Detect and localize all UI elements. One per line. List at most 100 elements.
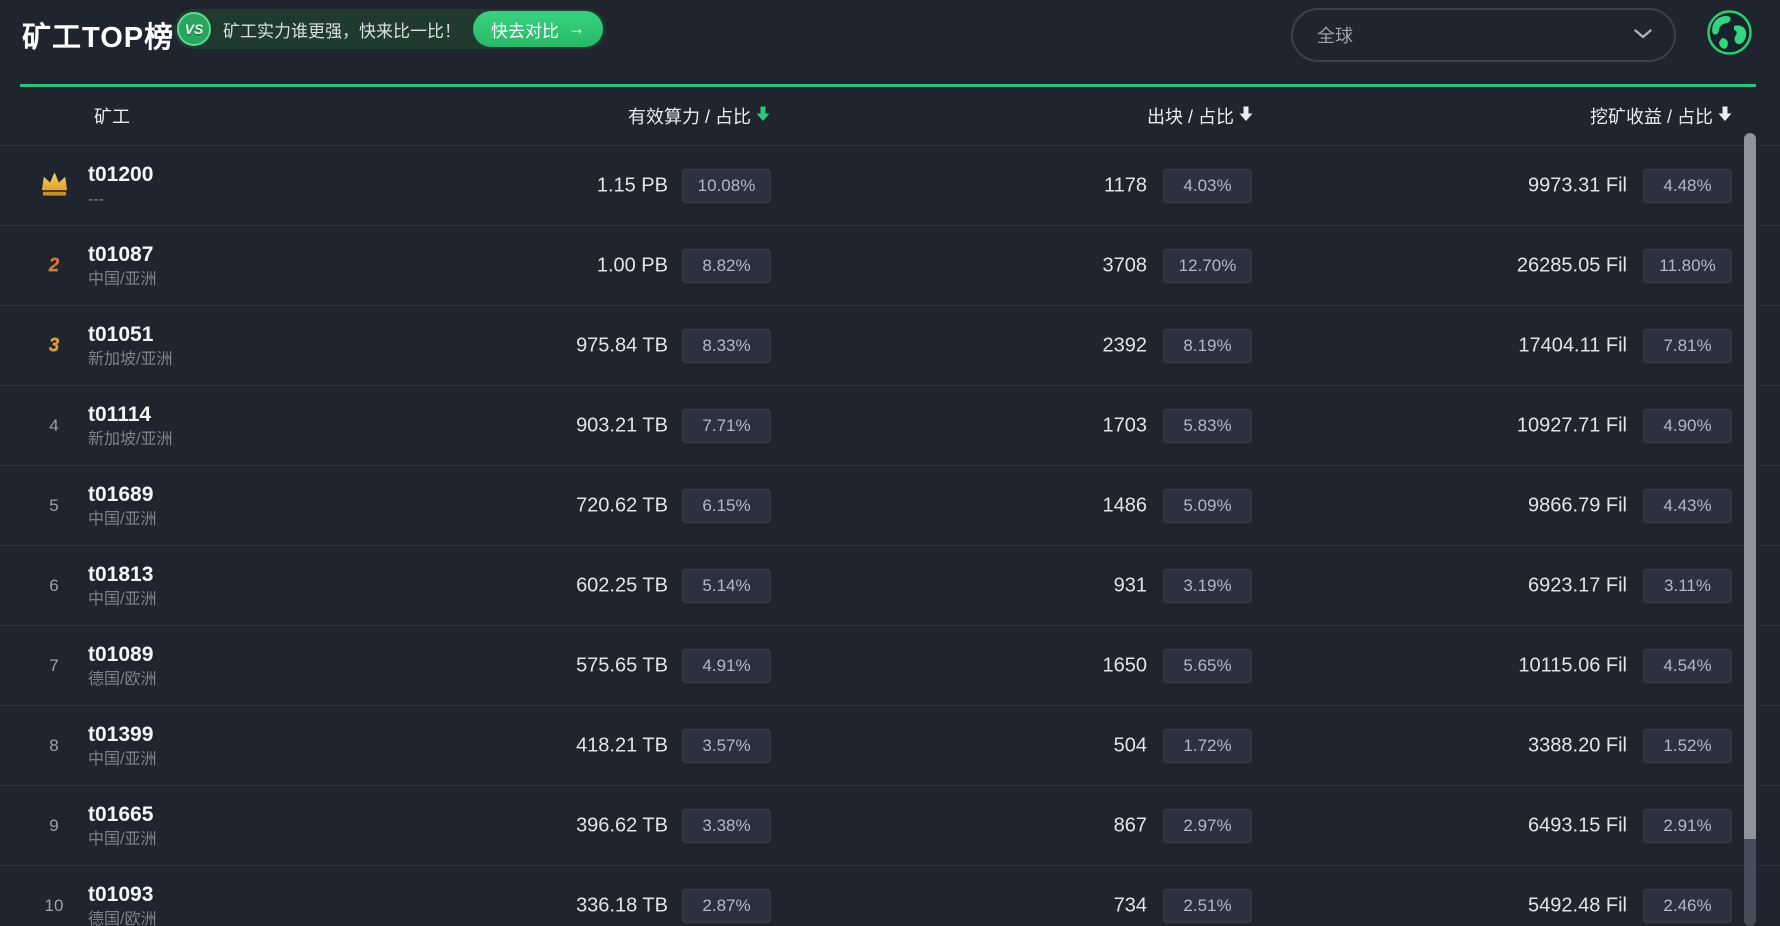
miner-id[interactable]: t01089 xyxy=(88,642,154,666)
power-share-badge: 8.82% xyxy=(682,248,771,283)
power-share-badge: 6.15% xyxy=(682,488,771,523)
power-share-badge: 10.08% xyxy=(682,168,771,203)
rank-cell: 2 xyxy=(34,255,74,277)
rank-cell: 6 xyxy=(34,576,74,596)
miner-cell: t01665 中国/亚洲 xyxy=(88,803,156,849)
column-header-miner-label: 矿工 xyxy=(94,107,130,127)
column-header-blocks[interactable]: 出块 / 占比 xyxy=(1147,103,1253,129)
table-row[interactable]: 7 t01089 德国/欧洲 575.65 TB 4.91% 1650 5.65… xyxy=(0,625,1780,705)
table-header: 矿工 有效算力 / 占比 出块 / 占比 挖矿收益 / 占比 xyxy=(0,87,1780,145)
go-compare-button[interactable]: 快去对比 → xyxy=(473,11,603,47)
miner-id[interactable]: t01399 xyxy=(88,722,154,746)
blocks-share-badge: 2.51% xyxy=(1163,888,1252,923)
table-row[interactable]: 5 t01689 中国/亚洲 720.62 TB 6.15% 1486 5.09… xyxy=(0,465,1780,545)
miner-cell: t01200 --- xyxy=(88,163,153,209)
table-row[interactable]: 1 t01200 --- 1.15 PB 10.08% 1178 4.03% 9… xyxy=(0,145,1780,225)
chevron-down-icon xyxy=(1634,26,1652,44)
power-value: 1.00 PB xyxy=(596,254,668,276)
miner-location: 中国/亚洲 xyxy=(88,830,157,848)
rank-cell: 5 xyxy=(34,496,74,516)
blocks-share-badge: 3.19% xyxy=(1163,568,1252,603)
column-header-miner: 矿工 xyxy=(94,103,130,129)
page-title: 矿工TOP榜 xyxy=(22,22,175,54)
reward-value: 10927.71 Fil xyxy=(1516,414,1627,436)
miner-location: 德国/欧洲 xyxy=(88,910,157,926)
compare-promo-banner: VS 矿工实力谁更强，快来比一比！ 快去对比 → xyxy=(174,9,606,49)
crown-icon xyxy=(39,169,70,202)
power-share-badge: 2.87% xyxy=(682,888,771,923)
miner-id[interactable]: t01689 xyxy=(88,482,154,506)
column-header-power-label: 有效算力 / 占比 xyxy=(627,107,751,127)
rank-number: 8 xyxy=(49,735,59,755)
reward-share-badge: 7.81% xyxy=(1643,328,1732,363)
miner-id[interactable]: t01093 xyxy=(88,882,154,906)
power-share-badge: 5.14% xyxy=(682,568,771,603)
reward-share-badge: 3.11% xyxy=(1643,568,1732,603)
blocks-value: 504 xyxy=(1113,734,1147,756)
reward-share-badge: 1.52% xyxy=(1643,728,1732,763)
column-header-reward[interactable]: 挖矿收益 / 占比 xyxy=(1590,103,1732,129)
table-row[interactable]: 8 t01399 中国/亚洲 418.21 TB 3.57% 504 1.72%… xyxy=(0,705,1780,785)
vs-icon: VS xyxy=(177,12,211,46)
miner-id[interactable]: t01200 xyxy=(88,162,154,186)
rank-number: 2 xyxy=(48,254,60,276)
rank-number: 6 xyxy=(49,575,59,595)
miner-cell: t01089 德国/欧洲 xyxy=(88,643,156,689)
miner-id[interactable]: t01665 xyxy=(88,802,154,826)
globe-icon[interactable] xyxy=(1707,10,1752,55)
blocks-value: 1650 xyxy=(1102,654,1148,676)
miner-id[interactable]: t01813 xyxy=(88,562,154,586)
blocks-value: 2392 xyxy=(1102,334,1148,356)
table-row[interactable]: 4 t01114 新加坡/亚洲 903.21 TB 7.71% 1703 5.8… xyxy=(0,385,1780,465)
miner-location: 中国/亚洲 xyxy=(88,590,157,608)
rank-number: 7 xyxy=(49,655,59,675)
blocks-share-badge: 8.19% xyxy=(1163,328,1252,363)
miner-cell: t01093 德国/欧洲 xyxy=(88,883,156,926)
blocks-value: 1486 xyxy=(1102,494,1148,516)
blocks-share-badge: 1.72% xyxy=(1163,728,1252,763)
power-value: 418.21 TB xyxy=(576,734,668,756)
region-select[interactable]: 全球 xyxy=(1291,8,1676,62)
miner-location: 中国/亚洲 xyxy=(88,750,157,768)
reward-share-badge: 11.80% xyxy=(1643,248,1732,283)
miner-location: --- xyxy=(88,190,104,208)
blocks-value: 3708 xyxy=(1102,254,1148,276)
sort-arrow-down-icon xyxy=(756,106,770,127)
table-row[interactable]: 9 t01665 中国/亚洲 396.62 TB 3.38% 867 2.97%… xyxy=(0,785,1780,865)
column-header-power[interactable]: 有效算力 / 占比 xyxy=(628,103,770,129)
reward-value: 5492.48 Fil xyxy=(1528,894,1627,916)
table-row[interactable]: 10 t01093 德国/欧洲 336.18 TB 2.87% 734 2.51… xyxy=(0,865,1780,926)
rank-cell: 10 xyxy=(34,896,74,916)
miner-id[interactable]: t01051 xyxy=(88,322,154,346)
accent-divider xyxy=(20,84,1756,87)
miner-id[interactable]: t01087 xyxy=(88,242,154,266)
power-share-badge: 4.91% xyxy=(682,648,771,683)
rank-cell: 8 xyxy=(34,736,74,756)
power-value: 396.62 TB xyxy=(576,814,668,836)
arrow-right-icon: → xyxy=(568,19,585,38)
miner-location: 中国/亚洲 xyxy=(88,270,157,288)
miner-location: 中国/亚洲 xyxy=(88,510,157,528)
blocks-value: 931 xyxy=(1113,574,1147,596)
promo-message: 矿工实力谁更强，快来比一比！ xyxy=(223,21,461,41)
scrollbar-thumb[interactable] xyxy=(1744,133,1756,845)
blocks-share-badge: 4.03% xyxy=(1163,168,1252,203)
table-row[interactable]: 6 t01813 中国/亚洲 602.25 TB 5.14% 931 3.19%… xyxy=(0,545,1780,625)
miner-location: 新加坡/亚洲 xyxy=(88,430,173,448)
power-value: 720.62 TB xyxy=(576,494,668,516)
rank-number: 4 xyxy=(49,415,59,435)
sort-arrow-down-icon xyxy=(1718,106,1732,127)
miner-id[interactable]: t01114 xyxy=(88,402,152,426)
miner-location: 新加坡/亚洲 xyxy=(88,350,173,368)
rank-cell: 1 xyxy=(34,169,74,202)
power-share-badge: 3.57% xyxy=(682,728,771,763)
reward-value: 3388.20 Fil xyxy=(1528,734,1627,756)
blocks-share-badge: 5.83% xyxy=(1163,408,1252,443)
table-row[interactable]: 3 t01051 新加坡/亚洲 975.84 TB 8.33% 2392 8.1… xyxy=(0,305,1780,385)
table-row[interactable]: 2 t01087 中国/亚洲 1.00 PB 8.82% 3708 12.70%… xyxy=(0,225,1780,305)
top-bar: 矿工TOP榜 VS 矿工实力谁更强，快来比一比！ 快去对比 → 全球 xyxy=(0,0,1780,86)
rank-number: 5 xyxy=(49,495,59,515)
power-value: 903.21 TB xyxy=(576,414,668,436)
rank-cell: 7 xyxy=(34,656,74,676)
